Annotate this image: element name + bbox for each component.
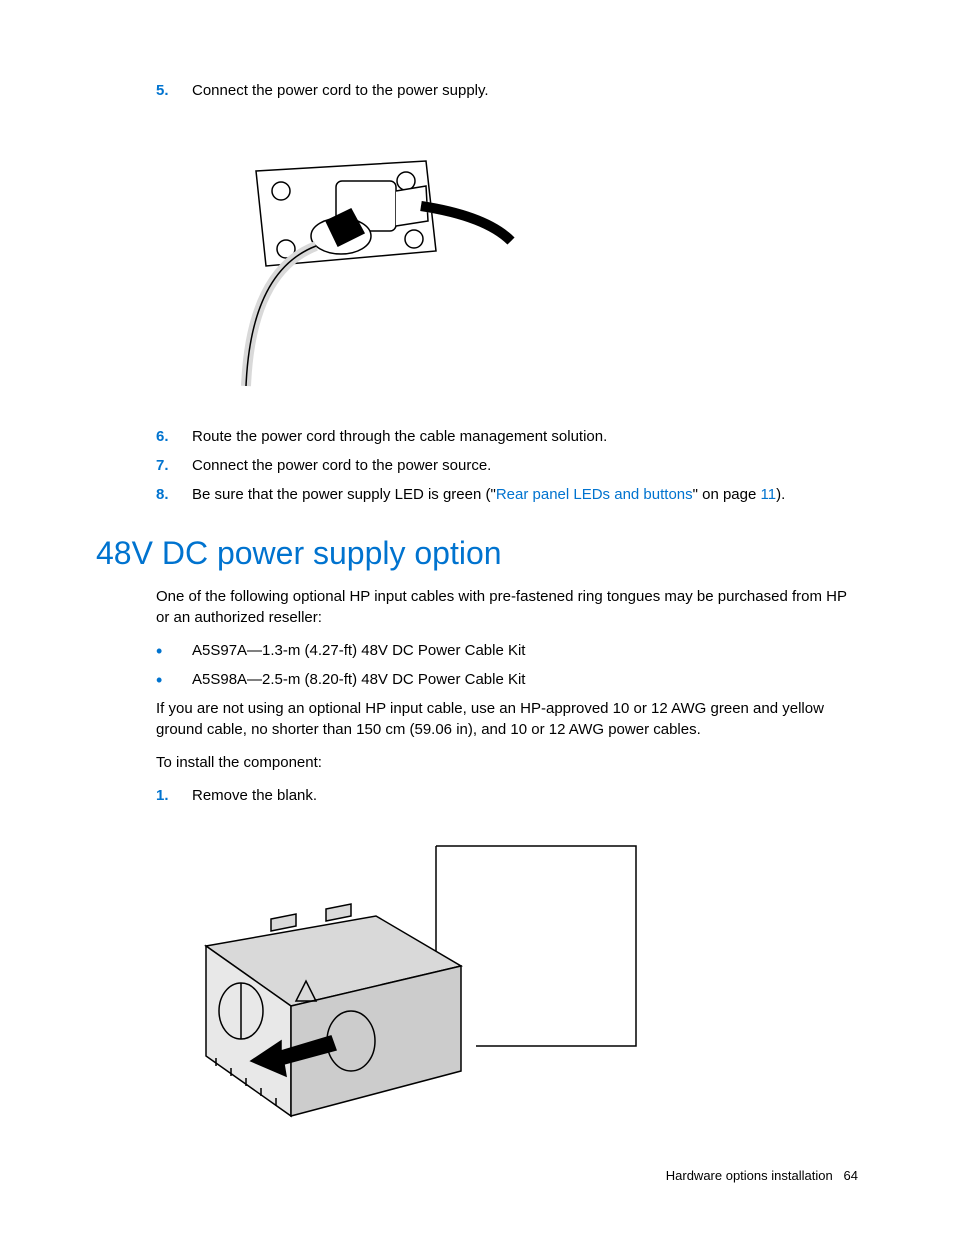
page-footer: Hardware options installation 64 xyxy=(666,1168,858,1183)
remove-blank-svg xyxy=(176,836,656,1136)
bullet-text: A5S97A—1.3-m (4.27-ft) 48V DC Power Cabl… xyxy=(192,640,858,661)
footer-section: Hardware options installation xyxy=(666,1168,833,1183)
link-rear-panel[interactable]: Rear panel LEDs and buttons xyxy=(496,486,693,503)
bullet-2: • A5S98A—2.5-m (8.20-ft) 48V DC Power Ca… xyxy=(156,669,858,690)
step-suffix: ). xyxy=(776,486,785,503)
step-text: Connect the power cord to the power sour… xyxy=(192,455,858,476)
power-cord-svg xyxy=(196,131,516,391)
step-text: Route the power cord through the cable m… xyxy=(192,426,858,447)
step-number: 5. xyxy=(156,80,192,101)
step-text: Be sure that the power supply LED is gre… xyxy=(192,484,858,505)
step-prefix: Be sure that the power supply LED is gre… xyxy=(192,486,496,503)
section-intro: One of the following optional HP input c… xyxy=(156,586,858,628)
step-5: 5. Connect the power cord to the power s… xyxy=(156,80,858,101)
step-7: 7. Connect the power cord to the power s… xyxy=(156,455,858,476)
step-number: 1. xyxy=(156,785,192,806)
figure-remove-blank xyxy=(176,836,858,1141)
link-page-11[interactable]: 11 xyxy=(761,486,777,503)
bullet-icon: • xyxy=(156,640,192,661)
section-note: If you are not using an optional HP inpu… xyxy=(156,698,858,740)
figure-power-cord xyxy=(196,131,858,396)
step-6: 6. Route the power cord through the cabl… xyxy=(156,426,858,447)
step-mid: " on page xyxy=(693,486,761,503)
bullet-icon: • xyxy=(156,669,192,690)
bullet-1: • A5S97A—1.3-m (4.27-ft) 48V DC Power Ca… xyxy=(156,640,858,661)
ordered-list-a: 5. Connect the power cord to the power s… xyxy=(156,80,858,101)
step-text: Connect the power cord to the power supp… xyxy=(192,80,858,101)
step-1: 1. Remove the blank. xyxy=(156,785,858,806)
step-text: Remove the blank. xyxy=(192,785,858,806)
bullet-list: • A5S97A—1.3-m (4.27-ft) 48V DC Power Ca… xyxy=(156,640,858,690)
step-number: 7. xyxy=(156,455,192,476)
section-heading-48v: 48V DC power supply option xyxy=(96,535,858,572)
ordered-list-b: 6. Route the power cord through the cabl… xyxy=(156,426,858,505)
ordered-list-c: 1. Remove the blank. xyxy=(156,785,858,806)
step-number: 8. xyxy=(156,484,192,505)
step-number: 6. xyxy=(156,426,192,447)
section-lead: To install the component: xyxy=(156,752,858,773)
step-8: 8. Be sure that the power supply LED is … xyxy=(156,484,858,505)
footer-page: 64 xyxy=(844,1168,858,1183)
bullet-text: A5S98A—2.5-m (8.20-ft) 48V DC Power Cabl… xyxy=(192,669,858,690)
